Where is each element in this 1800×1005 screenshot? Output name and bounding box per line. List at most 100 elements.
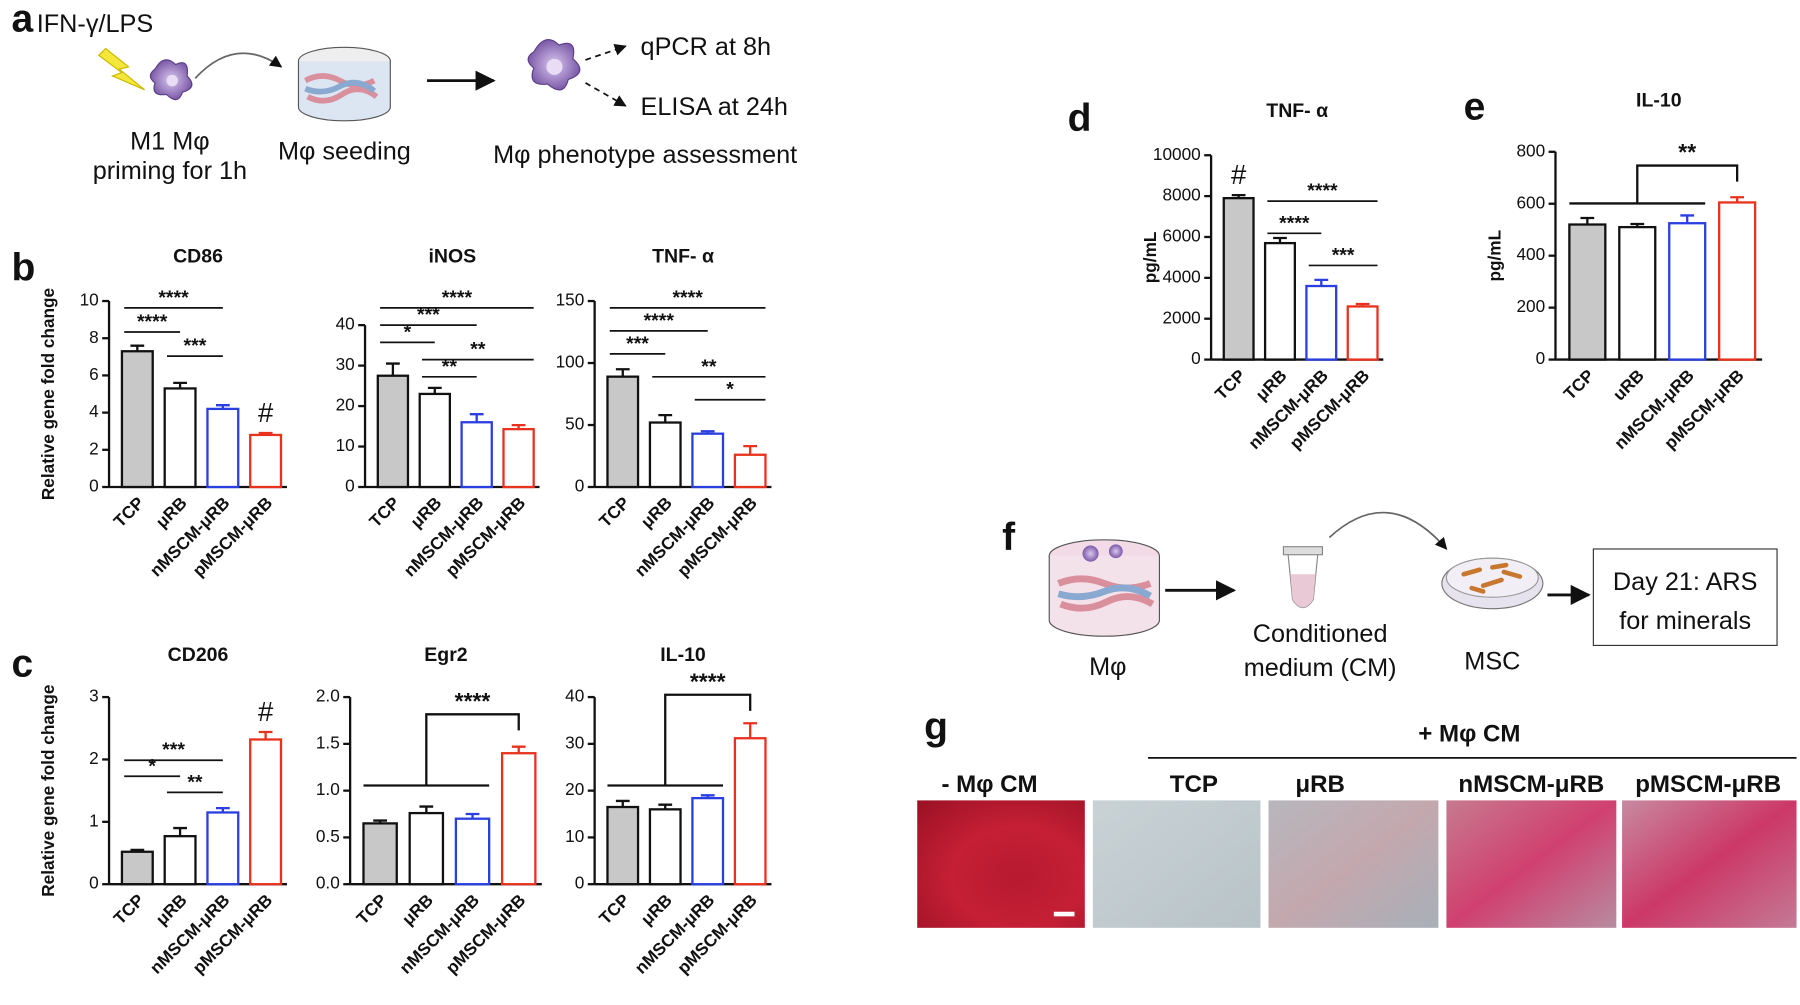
bar (249, 738, 283, 886)
y-tick-label: 0 (345, 476, 355, 496)
annotation: **** (442, 287, 473, 309)
bar (163, 387, 197, 489)
label: medium (CM) (1244, 654, 1397, 682)
bar (606, 375, 640, 489)
error-bar (427, 386, 442, 394)
annotation: **** (158, 287, 189, 309)
error-bar (658, 413, 673, 423)
error-bar (173, 381, 187, 389)
x-tick-label: TCP (595, 493, 633, 531)
arrow (1328, 511, 1448, 550)
x-tick-label: μRB (398, 890, 437, 929)
cell-icon (1082, 545, 1099, 562)
y-tick-label: 10 (336, 435, 355, 455)
error-bar (469, 413, 484, 423)
annotation: * (404, 321, 412, 343)
panel-letter: a (11, 0, 33, 40)
bar (648, 808, 682, 886)
stain-image (1092, 800, 1261, 928)
bar (120, 350, 154, 489)
diagram-a: IFN-γ/LPS M1 Mφ priming for 1h qPCR at 8… (37, 10, 797, 185)
y-tick-label: 600 (1516, 192, 1545, 212)
bar (454, 817, 491, 886)
annotation: *** (626, 333, 649, 355)
arrow (585, 44, 627, 61)
error-bar (373, 819, 388, 824)
bar (460, 421, 493, 489)
arrow (585, 82, 627, 107)
y-tick-label: 20 (336, 395, 355, 415)
annotation: **** (137, 311, 168, 333)
cell-icon (1108, 544, 1123, 559)
chart-title: TNF- α (1266, 100, 1328, 122)
medium (1290, 574, 1316, 608)
lightning-icon (97, 47, 146, 91)
bracket (1569, 164, 1739, 205)
y-tick-label: 0 (89, 873, 99, 893)
y-tick-label: 2 (89, 438, 99, 458)
annotation: *** (162, 739, 185, 761)
y-tick-label: 2.0 (316, 686, 340, 706)
panel-letter: g (924, 706, 948, 749)
bar (249, 433, 283, 489)
annotation: *** (417, 304, 440, 326)
error-bar (215, 806, 230, 813)
y-tick-label: 10000 (1153, 144, 1201, 164)
y-axis-label: Relative gene fold change (38, 685, 58, 897)
bar (648, 421, 682, 489)
chart-title: iNOS (428, 246, 476, 268)
annotation: # (1231, 159, 1247, 190)
y-tick-label: 30 (336, 354, 355, 374)
image-label: μRB (1295, 771, 1345, 798)
label: Day 21: ARS (1613, 568, 1758, 596)
msc-cells (1461, 562, 1523, 594)
error-bar (1680, 214, 1695, 224)
annotation: **** (455, 688, 491, 714)
y-tick-label: 40 (336, 314, 355, 334)
error-bar (215, 404, 230, 409)
bar (206, 407, 240, 489)
label: Mφ seeding (278, 138, 411, 166)
arrow (194, 52, 283, 79)
y-tick-label: 20 (565, 779, 584, 799)
y-tick-label: 1 (89, 810, 99, 830)
annotation: *** (184, 335, 207, 357)
stain-image (1446, 800, 1617, 928)
y-tick-label: 0.5 (316, 826, 340, 846)
annotation: **** (690, 668, 726, 694)
stain-image (1268, 800, 1439, 928)
panel-letter: b (11, 246, 35, 289)
error-bar (1273, 236, 1287, 244)
y-tick-label: 150 (556, 290, 585, 310)
error-bar (1630, 222, 1645, 228)
annotation: *** (1332, 244, 1355, 266)
bar (1618, 225, 1657, 361)
error-bar (615, 799, 630, 808)
x-tick-label: TCP (1211, 365, 1249, 403)
error-bar (743, 444, 758, 455)
annotation: ** (442, 356, 458, 378)
image-label: nMSCM-μRB (1458, 771, 1604, 798)
x-tick-label: TCP (1559, 365, 1597, 403)
x-tick-label: TCP (109, 890, 147, 928)
error-bar (700, 430, 715, 434)
scaffold (304, 79, 377, 95)
y-tick-label: 10 (565, 826, 584, 846)
y-tick-label: 10 (80, 290, 99, 310)
bar (733, 453, 767, 489)
image-label: TCP (1170, 771, 1218, 798)
scale-bar (1053, 911, 1075, 917)
bar (206, 811, 240, 886)
stain-image (917, 800, 1085, 928)
label: M1 Mφ (130, 127, 210, 155)
nucleus (546, 58, 563, 75)
x-tick-label: uRB (1609, 365, 1648, 404)
bar (362, 822, 398, 886)
error-bar (511, 423, 526, 430)
annotation: ** (1678, 139, 1696, 165)
